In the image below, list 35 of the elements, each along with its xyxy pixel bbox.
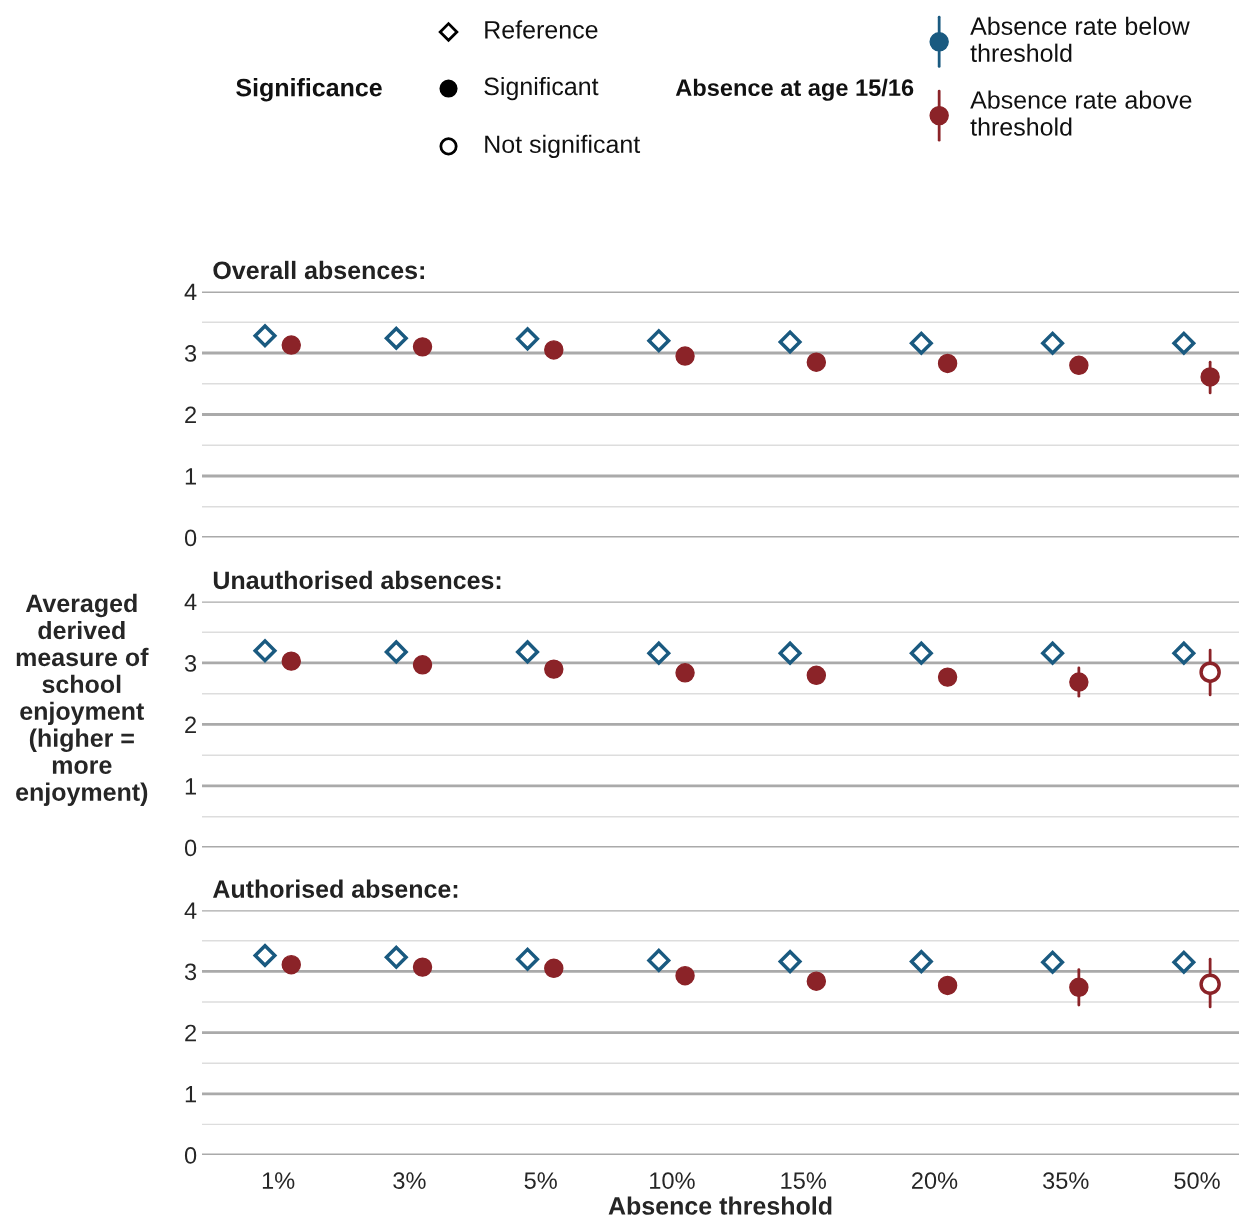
y-tick-label: 0 (184, 1147, 197, 1164)
x-tick-label: 10% (650, 1172, 695, 1189)
x-axis-title: Absence threshold (608, 1196, 832, 1215)
legend-label: Absence rate below threshold (970, 16, 1190, 62)
y-axis-title: Averaged derived measure of school enjoyment (higher = more enjoyment) (16, 593, 149, 806)
text: Reference (485, 20, 598, 39)
y-tick-label: 4 (184, 902, 197, 919)
text: Not significant (485, 134, 641, 159)
chart-title: Unauthorised absences: (213, 570, 501, 590)
text: Significance (236, 78, 382, 102)
y-tick-label: 3 (184, 655, 197, 672)
x-tick-label: 1% (262, 1172, 295, 1189)
y-tick-label: 0 (184, 839, 197, 857)
y-tick-label: 0 (184, 529, 197, 547)
x-tick-label: 50% (1174, 1172, 1220, 1189)
chart-title: Authorised absence: (212, 879, 458, 898)
y-tick-label: 4 (184, 593, 197, 611)
chart-title: Overall absences: (213, 260, 424, 280)
x-tick-label: 20% (912, 1172, 958, 1189)
legend-label: Absence rate above threshold (970, 90, 1192, 136)
y-tick-label: 1 (185, 778, 196, 795)
y-tick-label: 2 (185, 716, 196, 734)
y-tick-label: 2 (185, 406, 196, 424)
y-tick-label: 4 (184, 283, 197, 301)
y-tick-label: 3 (184, 345, 197, 362)
x-tick-label: 15% (781, 1172, 826, 1189)
y-tick-label: 3 (184, 963, 197, 981)
legend-title: Absence at age 15/16 (675, 78, 914, 101)
x-tick-label: 35% (1043, 1172, 1089, 1189)
text: Significant (484, 76, 599, 101)
y-tick-label: 2 (185, 1024, 196, 1042)
y-tick-label: 1 (185, 1086, 196, 1103)
y-tick-label: 1 (185, 468, 196, 485)
x-tick-label: 3% (393, 1172, 426, 1189)
x-tick-label: 5% (524, 1172, 557, 1189)
